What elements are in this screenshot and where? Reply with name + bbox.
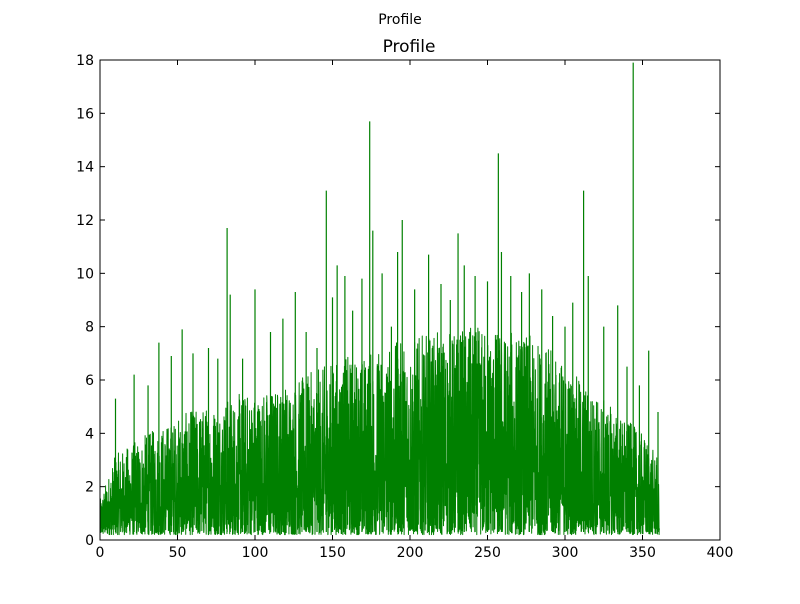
series-profile <box>99 62 660 536</box>
y-tick-label: 8 <box>85 320 94 336</box>
y-tick-label: 6 <box>85 373 94 389</box>
y-tick-label: 16 <box>76 106 94 122</box>
x-tick-label: 100 <box>242 545 269 561</box>
x-tick-label: 250 <box>474 545 501 561</box>
y-tick-label: 0 <box>85 533 94 549</box>
x-tick-label: 200 <box>397 545 424 561</box>
x-tick-label: 150 <box>319 545 346 561</box>
y-tick-label: 18 <box>76 53 94 69</box>
x-tick-label: 0 <box>96 545 105 561</box>
plot-area <box>99 59 721 541</box>
x-tick-label: 50 <box>169 545 187 561</box>
y-tick-label: 12 <box>76 213 94 229</box>
chart-title: Profile <box>383 37 436 57</box>
figure-suptitle: Profile <box>378 12 422 28</box>
y-tick-label: 2 <box>85 480 94 496</box>
x-tick-label: 300 <box>552 545 579 561</box>
y-tick-label: 14 <box>76 160 94 176</box>
y-tick-label: 4 <box>85 426 94 442</box>
y-tick-label: 10 <box>76 266 94 282</box>
x-axis: 0 50 100 150 200 250 300 350 400 <box>96 60 734 561</box>
y-axis: 0 2 4 6 8 10 12 14 16 18 <box>76 53 720 549</box>
x-tick-label: 350 <box>629 545 656 561</box>
x-tick-label: 400 <box>707 545 734 561</box>
